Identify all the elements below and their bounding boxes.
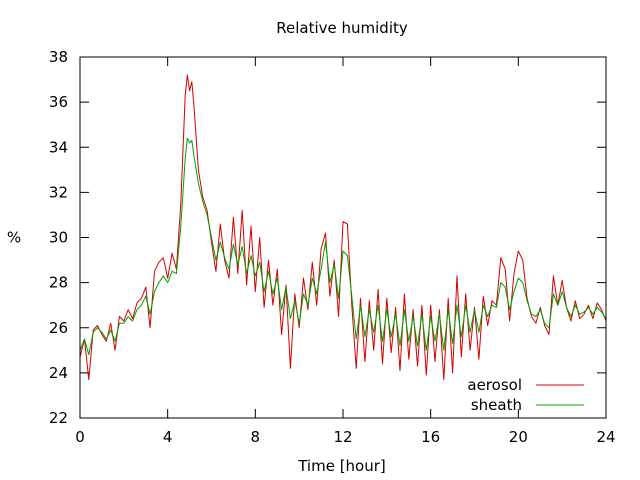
y-tick-label: 22 (49, 409, 68, 427)
x-tick-label: 24 (596, 428, 615, 446)
x-tick-label: 8 (251, 428, 261, 446)
y-tick-label: 24 (49, 364, 68, 382)
x-tick-label: 4 (163, 428, 173, 446)
y-tick-label: 26 (49, 319, 68, 337)
x-tick-label: 20 (509, 428, 528, 446)
y-axis-label: % (7, 229, 21, 247)
y-tick-label: 38 (49, 48, 68, 66)
series-line-aerosol (79, 74, 607, 381)
y-tick-label: 30 (49, 229, 68, 247)
series-line-sheath (79, 137, 607, 356)
y-tick-label: 36 (49, 93, 68, 111)
x-axis-label: Time [hour] (297, 457, 386, 475)
x-tick-label: 16 (421, 428, 440, 446)
chart-title: Relative humidity (276, 19, 408, 37)
legend: aerosol sheath (467, 376, 584, 414)
axis-layer: 0 4 8 12 16 20 24 22 24 26 28 30 32 34 36 38 (49, 48, 616, 446)
x-tick-label: 12 (333, 428, 352, 446)
y-tick-label: 28 (49, 274, 68, 292)
series-layer (79, 74, 607, 381)
y-tick-label: 32 (49, 183, 68, 201)
legend-label-aerosol: aerosol (467, 376, 522, 394)
y-tick-label: 34 (49, 138, 68, 156)
x-tick-label: 0 (75, 428, 85, 446)
legend-label-sheath: sheath (471, 396, 522, 414)
plot-frame (79, 56, 607, 419)
